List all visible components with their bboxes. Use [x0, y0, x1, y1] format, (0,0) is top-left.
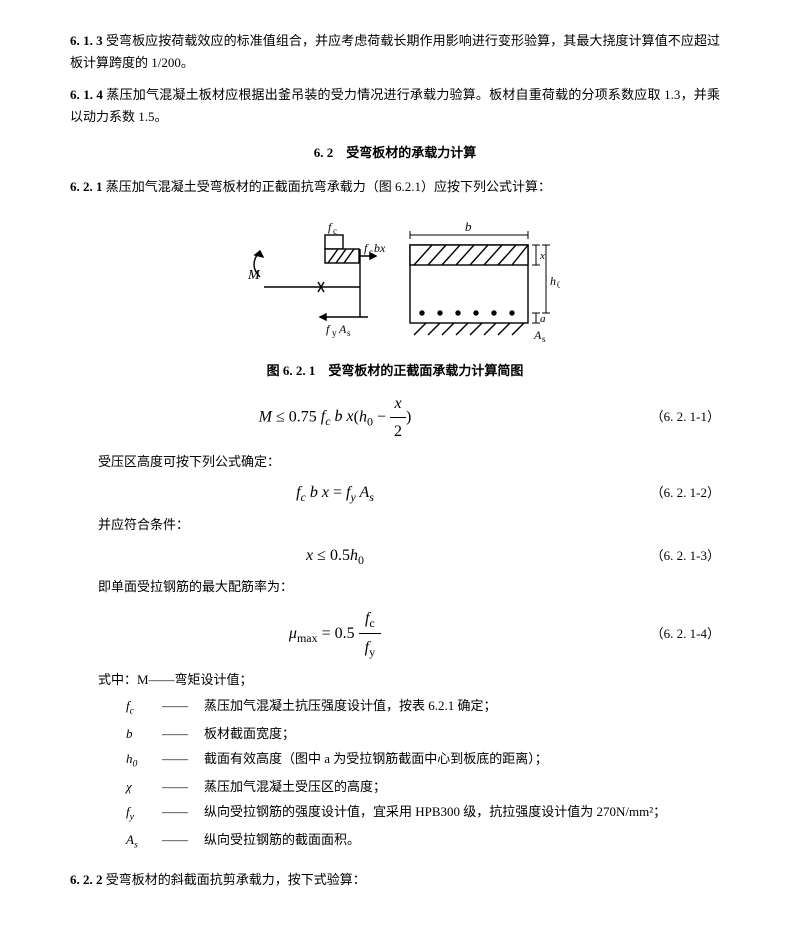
clause-6-2-1: 6. 2. 1 蒸压加气混凝土受弯板材的正截面抗弯承载力（图 6.2.1）应按下…	[70, 176, 720, 198]
clause-text: 蒸压加气混凝土板材应根据出釜吊装的受力情况进行承载力验算。板材自重荷载的分项系数…	[70, 87, 720, 124]
text-condition: 并应符合条件：	[98, 514, 720, 536]
svg-text:b: b	[465, 219, 472, 234]
where-item: fy —— 纵向受拉钢筋的强度设计值，宜采用 HPB300 级，抗拉强度设计值为…	[126, 801, 720, 826]
clause-text: 受弯板应按荷载效应的标准值组合，并应考虑荷载长期作用影响进行变形验算，其最大挠度…	[70, 33, 720, 70]
clause-number: 6. 2. 1	[70, 179, 103, 194]
text-compression-zone: 受压区高度可按下列公式确定：	[98, 451, 720, 473]
where-desc: 板材截面宽度；	[204, 723, 720, 745]
clause-text: 蒸压加气混凝土受弯板材的正截面抗弯承载力（图 6.2.1）应按下列公式计算：	[106, 179, 551, 194]
svg-text:s: s	[347, 328, 351, 338]
clause-number: 6. 1. 3	[70, 33, 103, 48]
svg-text:h: h	[550, 274, 556, 288]
text-max-ratio: 即单面受拉钢筋的最大配筋率为：	[98, 576, 720, 598]
where-desc: 纵向受拉钢筋的强度设计值，宜采用 HPB300 级，抗拉强度设计值为 270N/…	[204, 801, 720, 826]
clause-text: 受弯板材的斜截面抗剪承载力，按下式验算：	[106, 872, 366, 887]
svg-text:c: c	[333, 226, 337, 236]
where-symbol: fc	[126, 695, 162, 720]
formula-6-2-1-3: x ≤ 0.5h0 （6. 2. 1-3）	[70, 542, 720, 571]
clause-number: 6. 2. 2	[70, 872, 103, 887]
formula-body: fc b x = fy As	[70, 479, 600, 508]
formula-6-2-1-2: fc b x = fy As （6. 2. 1-2）	[70, 479, 720, 508]
formula-body: μmax = 0.5 fc fy	[70, 605, 600, 663]
clause-number: 6. 1. 4	[70, 87, 103, 102]
svg-text:s: s	[542, 334, 546, 344]
svg-text:x: x	[539, 250, 545, 262]
where-desc: 纵向受拉钢筋的截面面积。	[204, 829, 720, 854]
where-item: b —— 板材截面宽度；	[126, 723, 720, 745]
formula-number: （6. 2. 1-3）	[600, 545, 720, 567]
svg-text:A: A	[533, 328, 542, 342]
where-dash: ——	[162, 829, 204, 854]
where-dash: ——	[162, 776, 204, 798]
formula-body: M ≤ 0.75 fc b x(h0 − x 2 )	[70, 390, 600, 445]
clause-6-1-3: 6. 1. 3 受弯板应按荷载效应的标准值组合，并应考虑荷载长期作用影响进行变形…	[70, 30, 720, 74]
formula-6-2-1-4: μmax = 0.5 fc fy （6. 2. 1-4）	[70, 605, 720, 663]
svg-text:0: 0	[557, 280, 560, 290]
where-symbol: b	[126, 723, 162, 745]
where-item: χ —— 蒸压加气混凝土受压区的高度；	[126, 776, 720, 798]
where-symbol: As	[126, 829, 162, 854]
where-dash: ——	[162, 801, 204, 826]
where-desc: 截面有效高度（图中 a 为受拉钢筋截面中心到板底的距离）；	[204, 748, 720, 773]
diagram-svg: f c f c bx M f y A s	[230, 217, 560, 347]
formula-number: （6. 2. 1-2）	[600, 482, 720, 504]
where-dash: ——	[162, 748, 204, 773]
svg-text:A: A	[338, 322, 347, 336]
where-symbol: h0	[126, 748, 162, 773]
figure-6-2-1: f c f c bx M f y A s	[70, 217, 720, 354]
where-desc: 蒸压加气混凝土抗压强度设计值，按表 6.2.1 确定；	[204, 695, 720, 720]
formula-body: x ≤ 0.5h0	[70, 542, 600, 571]
where-first: 式中：M——弯矩设计值；	[98, 669, 720, 691]
where-symbol: fy	[126, 801, 162, 826]
where-item: h0 —— 截面有效高度（图中 a 为受拉钢筋截面中心到板底的距离）；	[126, 748, 720, 773]
where-item: As —— 纵向受拉钢筋的截面面积。	[126, 829, 720, 854]
svg-text:a: a	[540, 313, 546, 325]
where-desc: 蒸压加气混凝土受压区的高度；	[204, 776, 720, 798]
svg-text:bx: bx	[374, 241, 386, 255]
figure-caption: 图 6. 2. 1 受弯板材的正截面承载力计算简图	[70, 360, 720, 382]
where-dash: ——	[162, 695, 204, 720]
where-dash: ——	[162, 723, 204, 745]
svg-text:f: f	[326, 322, 331, 336]
where-list: fc —— 蒸压加气混凝土抗压强度设计值，按表 6.2.1 确定； b —— 板…	[126, 695, 720, 855]
svg-text:c: c	[369, 247, 373, 257]
where-item: fc —— 蒸压加气混凝土抗压强度设计值，按表 6.2.1 确定；	[126, 695, 720, 720]
formula-number: （6. 2. 1-1）	[600, 406, 720, 428]
formula-number: （6. 2. 1-4）	[600, 623, 720, 645]
formula-6-2-1-1: M ≤ 0.75 fc b x(h0 − x 2 ) （6. 2. 1-1）	[70, 390, 720, 445]
section-title: 6. 2 受弯板材的承载力计算	[70, 142, 720, 164]
svg-text:M: M	[247, 268, 261, 283]
where-symbol: χ	[126, 776, 162, 798]
svg-text:y: y	[332, 328, 337, 338]
clause-6-1-4: 6. 1. 4 蒸压加气混凝土板材应根据出釜吊装的受力情况进行承载力验算。板材自…	[70, 84, 720, 128]
clause-6-2-2: 6. 2. 2 受弯板材的斜截面抗剪承载力，按下式验算：	[70, 869, 720, 891]
